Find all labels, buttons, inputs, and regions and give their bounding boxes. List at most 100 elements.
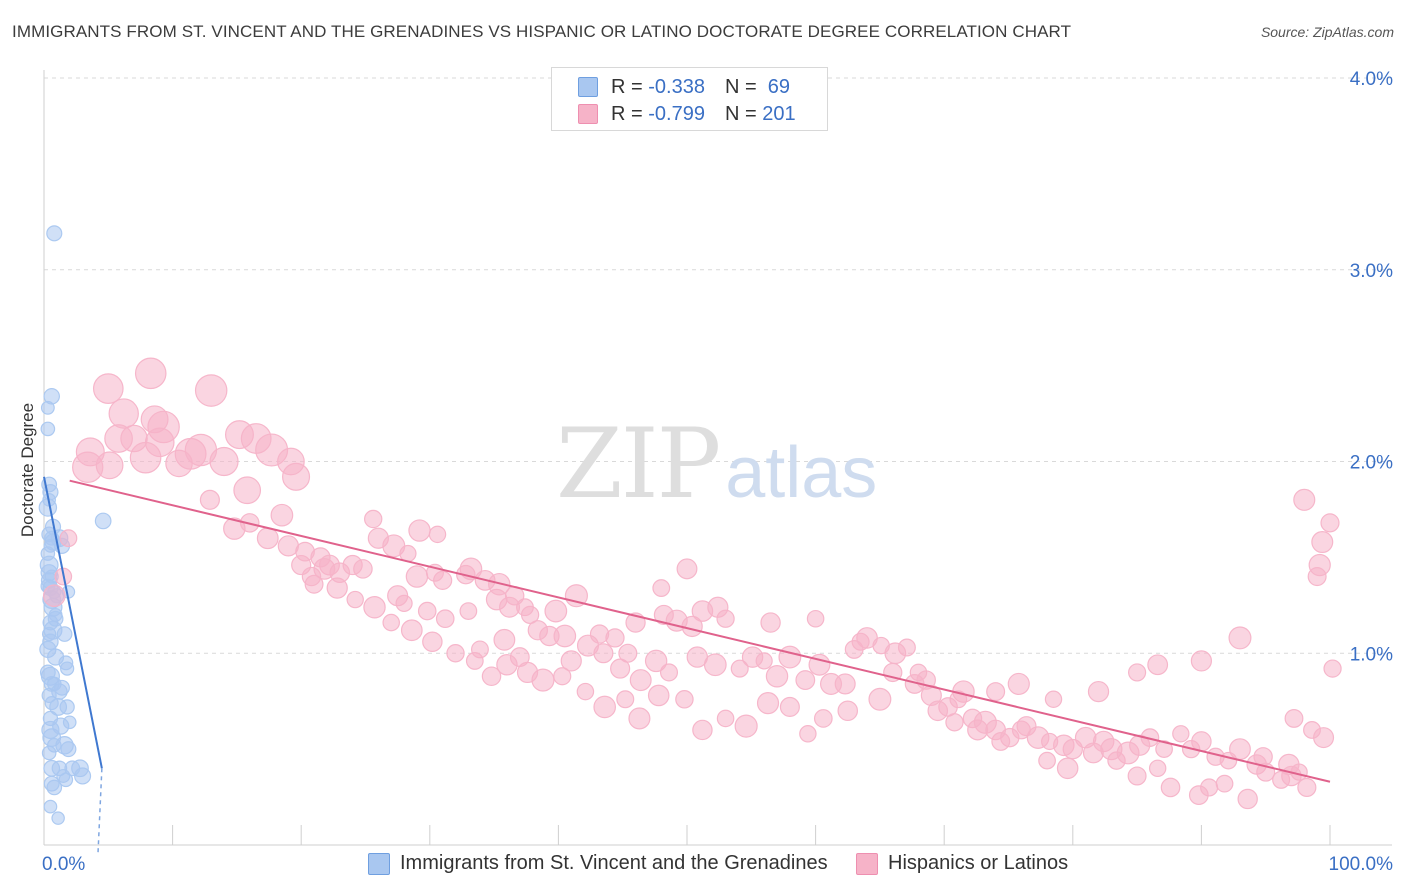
- data-point: [837, 700, 859, 722]
- data-point: [405, 565, 429, 588]
- data-point: [967, 719, 989, 741]
- data-point: [1007, 672, 1030, 696]
- data-point: [382, 613, 400, 632]
- data-point: [364, 509, 383, 529]
- data-point: [851, 632, 870, 651]
- grid-lines: [44, 77, 1392, 654]
- y-tick-label-0: 1.0%: [1350, 644, 1393, 665]
- data-point: [40, 400, 55, 415]
- data-point: [1127, 766, 1147, 786]
- data-point: [553, 667, 572, 686]
- data-point: [417, 601, 437, 621]
- data-point: [986, 682, 1006, 702]
- data-point: [806, 609, 825, 628]
- x-tick-labels: 0.0% 100.0%: [42, 854, 1393, 875]
- data-point: [659, 663, 679, 682]
- data-point: [778, 645, 802, 669]
- data-point: [1284, 709, 1304, 728]
- data-point: [516, 661, 539, 684]
- data-point: [560, 650, 582, 672]
- chart-title: IMMIGRANTS FROM ST. VINCENT AND THE GREN…: [12, 22, 1072, 41]
- data-point: [553, 624, 577, 648]
- data-point: [652, 579, 671, 597]
- data-point: [64, 760, 81, 777]
- data-point: [256, 527, 279, 550]
- data-point: [629, 669, 652, 692]
- data-point: [1253, 747, 1273, 767]
- legend-text: R = -0.338 N = 69: [611, 76, 791, 98]
- data-point: [1313, 727, 1335, 749]
- bottom-legend-label: Immigrants from St. Vincent and the Gren…: [400, 852, 828, 874]
- data-point: [703, 653, 727, 677]
- data-point: [991, 731, 1011, 751]
- watermark: ZIPatlas: [556, 408, 877, 520]
- trend-line-hispanics: [69, 479, 1331, 783]
- data-point: [730, 659, 749, 678]
- data-point: [616, 690, 635, 709]
- data-point: [647, 684, 670, 707]
- trend-line-immigrants: [43, 476, 103, 769]
- data-point: [1229, 738, 1251, 761]
- axes: [43, 70, 1392, 846]
- data-point: [270, 503, 294, 527]
- data-point: [1082, 742, 1104, 764]
- data-point: [716, 609, 735, 628]
- data-point: [408, 519, 431, 542]
- data-point: [40, 421, 56, 437]
- data-point: [51, 811, 65, 825]
- data-point: [1160, 777, 1181, 798]
- data-point: [92, 373, 124, 404]
- data-point: [400, 619, 423, 642]
- data-point: [47, 648, 65, 666]
- data-point: [755, 652, 773, 670]
- source-label: Source: ZipAtlas.com: [1260, 24, 1394, 40]
- legend-swatch-pink: [578, 104, 598, 124]
- data-point: [795, 670, 816, 691]
- data-point: [676, 558, 698, 580]
- data-point: [813, 709, 833, 728]
- data-point: [277, 535, 299, 557]
- data-point: [1148, 759, 1167, 778]
- data-point: [422, 631, 443, 652]
- data-point: [692, 719, 713, 741]
- data-point: [291, 554, 312, 576]
- data-point: [481, 666, 502, 687]
- data-point: [1016, 716, 1037, 737]
- data-point: [610, 658, 631, 679]
- data-point: [1293, 488, 1316, 511]
- data-point: [94, 512, 112, 530]
- data-point: [760, 612, 781, 633]
- data-point: [1297, 777, 1317, 798]
- data-point: [779, 696, 800, 717]
- data-point: [465, 652, 484, 670]
- y-tick-label-3: 4.0%: [1350, 69, 1393, 90]
- data-point: [734, 714, 758, 738]
- data-point: [1155, 740, 1173, 758]
- data-point: [1237, 788, 1258, 810]
- data-point: [1215, 774, 1234, 793]
- data-point: [493, 628, 516, 651]
- data-point: [544, 599, 568, 623]
- trend-line-immigrants-extension: [97, 768, 103, 854]
- data-point: [808, 653, 831, 676]
- data-point: [326, 577, 348, 599]
- data-point: [41, 745, 57, 761]
- data-point: [756, 692, 780, 715]
- data-point: [605, 628, 625, 648]
- bottom-legend-label: Hispanics or Latinos: [888, 852, 1069, 874]
- trend-lines: [43, 476, 1331, 854]
- data-point: [38, 498, 58, 517]
- y-tick-label-2: 3.0%: [1350, 261, 1393, 282]
- y-tick-label-1: 2.0%: [1350, 453, 1393, 474]
- data-point: [282, 462, 311, 491]
- data-point: [675, 690, 694, 709]
- series-immigrants-points: [38, 225, 112, 825]
- data-point: [716, 709, 735, 728]
- data-point: [1200, 778, 1219, 797]
- data-point: [1128, 663, 1147, 682]
- data-point: [644, 649, 668, 673]
- data-point: [60, 661, 75, 676]
- data-point: [446, 644, 465, 663]
- data-point: [41, 720, 60, 740]
